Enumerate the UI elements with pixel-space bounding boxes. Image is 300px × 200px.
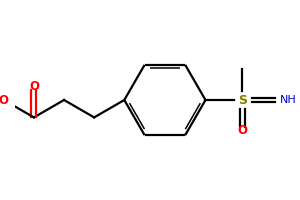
Text: O: O	[29, 80, 39, 93]
Text: O: O	[0, 94, 9, 106]
Text: S: S	[238, 94, 247, 106]
Text: O: O	[237, 124, 247, 137]
Text: NH: NH	[280, 95, 297, 105]
